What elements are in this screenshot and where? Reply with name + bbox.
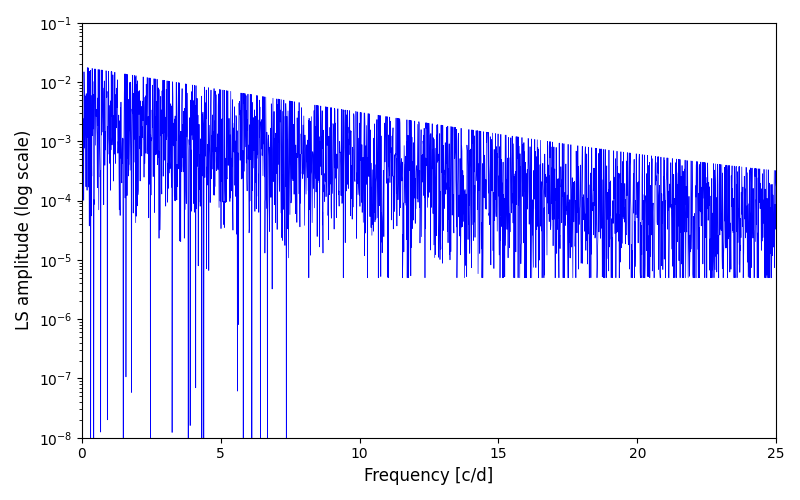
X-axis label: Frequency [c/d]: Frequency [c/d]: [364, 467, 494, 485]
Y-axis label: LS amplitude (log scale): LS amplitude (log scale): [15, 130, 33, 330]
